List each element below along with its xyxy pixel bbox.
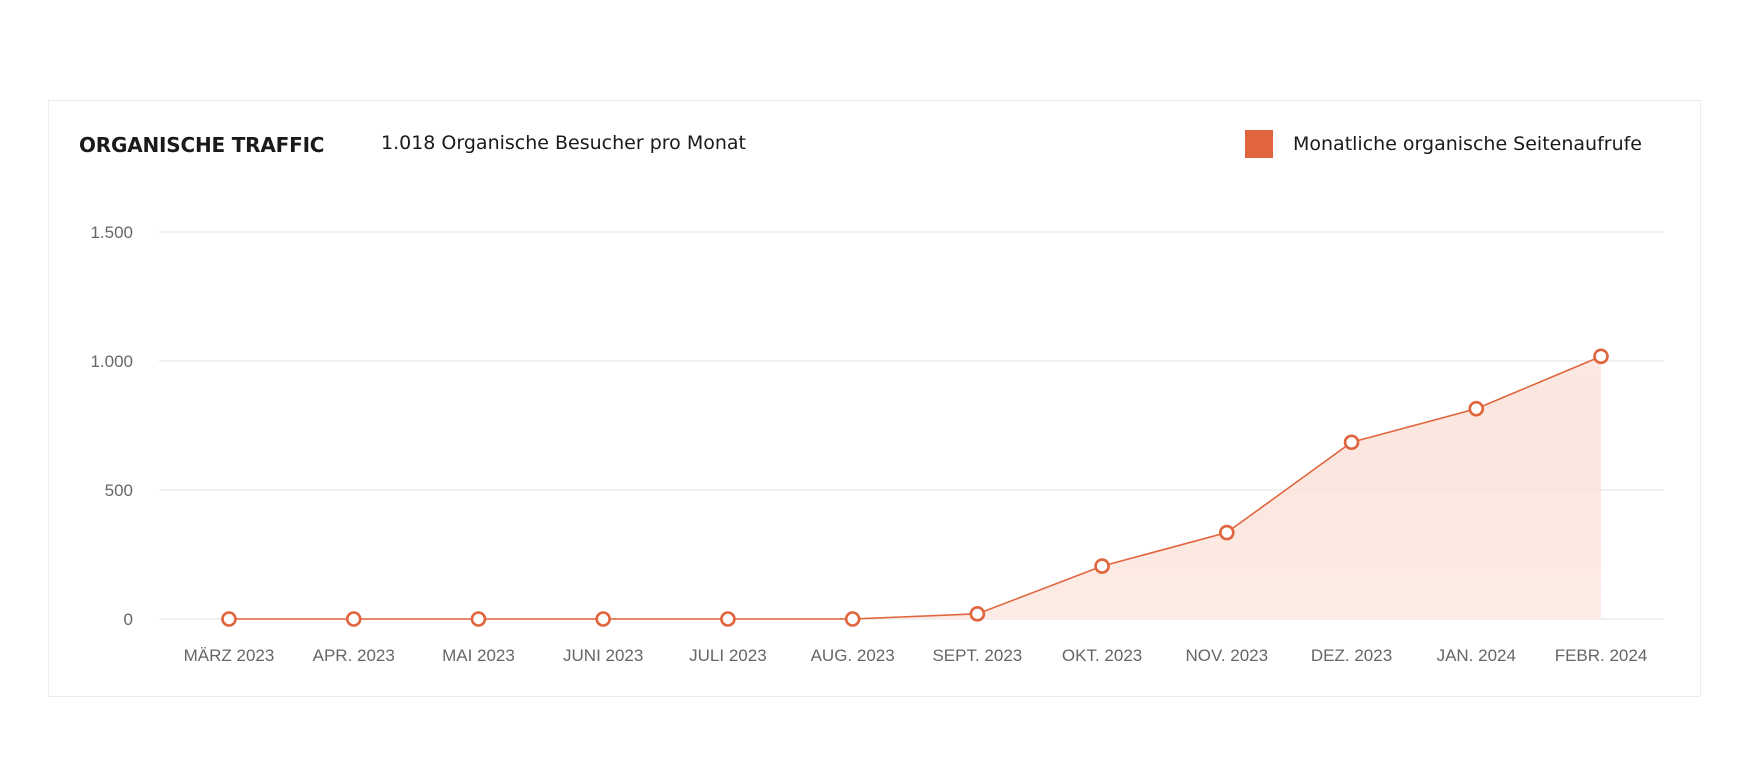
data-point: [1094, 558, 1110, 574]
y-tick-label: 500: [105, 481, 133, 500]
x-tick-label: JUNI 2023: [563, 646, 643, 665]
data-point: [1219, 524, 1235, 541]
data-point: [345, 611, 362, 627]
series-line: [229, 355, 1602, 620]
data-point: [221, 611, 237, 627]
chart-card: ORGANISCHE TRAFFIC 1.018 Organische Besu…: [48, 100, 1701, 697]
x-tick-label: DEZ. 2023: [1311, 646, 1392, 665]
data-point: [595, 611, 611, 627]
x-tick-label: JAN. 2024: [1437, 646, 1516, 665]
x-tick-label: SEPT. 2023: [932, 646, 1022, 665]
data-point: [1468, 400, 1485, 417]
data-point: [844, 611, 861, 627]
y-tick-label: 1.000: [90, 352, 133, 371]
legend-label: Monatliche organische Seitenaufrufe: [1293, 133, 1642, 155]
y-tick-label: 1.500: [90, 223, 133, 242]
data-point: [720, 611, 736, 627]
traffic-chart: 0 500 1.000 1.500 MÄRZ 2023 APR. 2023 MAI 2023…: [90, 223, 1664, 665]
data-point: [1343, 434, 1360, 451]
data-point: [470, 611, 487, 627]
x-tick-label: NOV. 2023: [1186, 646, 1269, 665]
data-point: [969, 606, 986, 622]
x-tick-label: MAI 2023: [442, 646, 515, 665]
series-area: [229, 356, 1601, 619]
chart-legend[interactable]: Monatliche organische Seitenaufrufe: [1245, 130, 1642, 158]
x-tick-label: OKT. 2023: [1062, 646, 1142, 665]
x-tick-label: MÄRZ 2023: [184, 646, 275, 665]
y-tick-label: 0: [124, 610, 133, 629]
x-tick-label: FEBR. 2024: [1555, 646, 1648, 665]
chart-title: ORGANISCHE TRAFFIC: [79, 133, 325, 157]
x-tick-label: APR. 2023: [313, 646, 395, 665]
legend-swatch: [1245, 130, 1273, 158]
visitors-summary: 1.018 Organische Besucher pro Monat: [381, 132, 746, 154]
data-point: [1593, 348, 1609, 365]
x-tick-label: JULI 2023: [689, 646, 767, 665]
x-tick-label: AUG. 2023: [811, 646, 895, 665]
